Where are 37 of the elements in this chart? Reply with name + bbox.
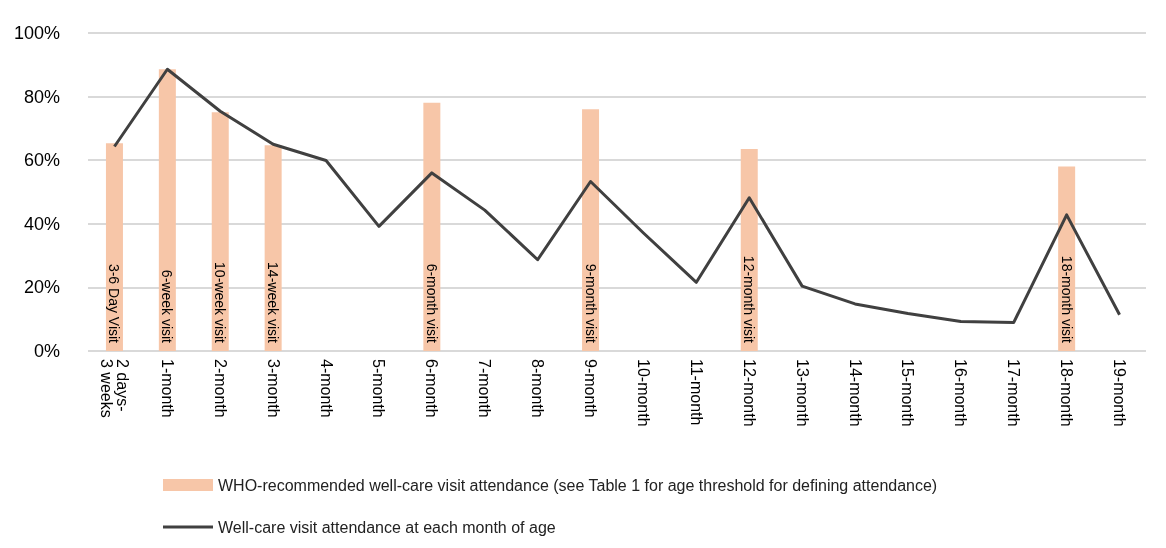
x-tick-label: 11-month	[687, 359, 705, 426]
x-tick-label: 10-month	[634, 359, 652, 427]
annotation: 6-month visit	[423, 263, 440, 344]
x-tick-label: 12-month	[740, 359, 758, 427]
x-tick-label: 17-month	[1005, 359, 1023, 427]
annotation: 18-month visit	[1058, 255, 1075, 344]
y-tick-label: 0%	[33, 341, 60, 361]
y-tick-label: 80%	[23, 86, 60, 107]
annotation: 12-month visit	[741, 255, 758, 344]
x-tick-label: 1-month	[158, 359, 176, 418]
legend-label: Well-care visit attendance at each month of age	[218, 518, 556, 536]
x-tick-label: 13-month	[793, 359, 811, 427]
annotation: 3-6 Day Visit	[106, 263, 123, 344]
annotation: 14-week visit	[265, 262, 282, 344]
annotation: 10-week visit	[212, 262, 229, 344]
x-tick-label: 9-month	[582, 359, 600, 418]
legend-label: WHO-recommended well-care visit attendance (see Table 1 for age threshold for defining attendance)	[218, 476, 938, 494]
x-tick-label: 6-month	[423, 359, 441, 418]
y-tick-label: 60%	[23, 150, 60, 171]
x-tick-label: 8-month	[529, 359, 547, 418]
x-tick-label: 19-month	[1111, 359, 1129, 427]
annotation: 6-week visit	[159, 269, 176, 344]
x-tick-label: 2 days-3 weeks	[97, 359, 131, 418]
bar	[158, 69, 176, 351]
y-tick-label: 100%	[13, 23, 60, 43]
x-tick-label: 2-month	[211, 359, 229, 418]
x-tick-label: 3-month	[264, 359, 282, 418]
x-tick-label: 15-month	[899, 359, 917, 427]
x-tick-label: 4-month	[317, 359, 335, 418]
annotation: 9-month visit	[582, 263, 599, 344]
y-tick-label: 20%	[23, 277, 60, 298]
x-tick-label: 18-month	[1058, 359, 1076, 427]
x-tick-label: 7-month	[476, 359, 494, 418]
x-tick-label: 5-month	[370, 359, 388, 418]
x-tick-label: 16-month	[952, 359, 970, 427]
x-tick-label: 14-month	[846, 359, 864, 427]
y-tick-label: 40%	[23, 213, 60, 234]
